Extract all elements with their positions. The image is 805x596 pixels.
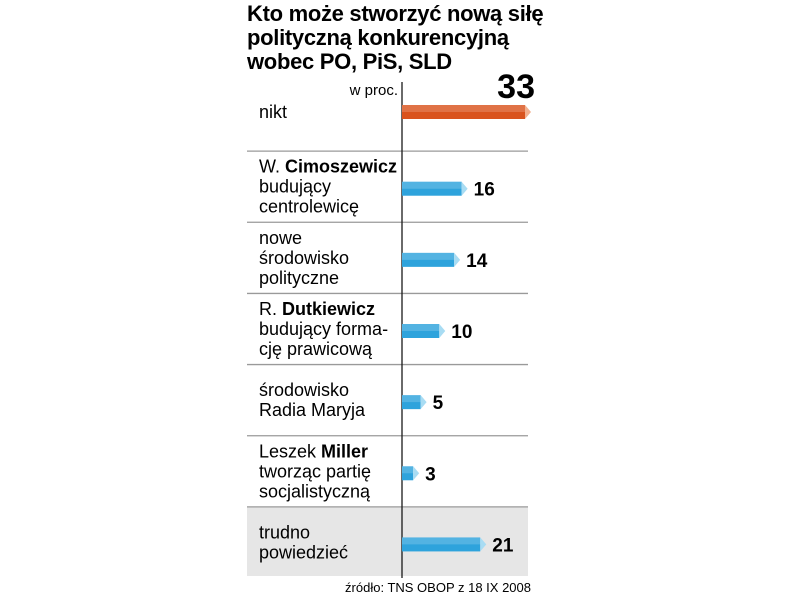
value-label-1: 16: [474, 180, 495, 201]
category-label-3-line-1: budujący forma-: [259, 319, 388, 339]
category-label-part: Leszek: [259, 441, 321, 461]
category-label-1-line-0: W. Cimoszewicz: [259, 157, 397, 177]
category-label-part: Miller: [321, 441, 368, 461]
category-label-1-line-2: centrolewicę: [259, 197, 359, 217]
category-label-part: Radia Maryja: [259, 400, 366, 420]
category-label-0-line-0: nikt: [259, 102, 287, 122]
bar-top-face-2: [402, 252, 461, 260]
category-label-part: budujący: [259, 177, 331, 197]
value-label-2: 14: [466, 251, 488, 272]
category-label-part: nowe: [259, 228, 302, 248]
bar-end-cap-5: [413, 466, 420, 481]
category-label-2-line-0: nowe: [259, 228, 302, 248]
bar-3: [402, 324, 440, 338]
value-label-6: 21: [492, 535, 514, 556]
chart-title-line-1: polityczną konkurencyjną: [247, 25, 510, 50]
category-label-2-line-1: środowisko: [259, 248, 349, 268]
bar-1: [402, 181, 462, 196]
category-label-part: nikt: [259, 102, 287, 122]
bar-end-cap-6: [480, 537, 487, 552]
category-label-part: centrolewicę: [259, 197, 359, 217]
category-label-part: polityczne: [259, 268, 339, 288]
category-label-part: środowisko: [259, 380, 349, 400]
category-label-4-line-1: Radia Maryja: [259, 400, 366, 420]
category-label-part: powiedzieć: [259, 542, 348, 562]
bar-top-face-6: [402, 537, 487, 545]
bar-top-face-4: [402, 395, 427, 403]
category-label-part: tworząc partię: [259, 461, 371, 481]
chart-title-line-2: wobec PO, PiS, SLD: [246, 49, 452, 74]
chart-title-line-0: Kto może stworzyć nową siłę: [247, 1, 543, 26]
value-label-5: 3: [425, 464, 436, 485]
value-label-0: 33: [497, 68, 535, 106]
bar-5: [402, 466, 414, 481]
category-label-part: R.: [259, 299, 282, 319]
bar-end-cap-0: [525, 105, 531, 119]
category-label-4-line-0: środowisko: [259, 380, 349, 400]
category-label-5-line-2: socjalistyczną: [259, 481, 371, 501]
category-label-part: Dutkiewicz: [282, 299, 375, 319]
category-label-part: Cimoszewicz: [285, 157, 397, 177]
category-label-3-line-0: R. Dutkiewicz: [259, 299, 375, 319]
bar-top-face-3: [402, 324, 446, 331]
bar-2: [402, 252, 455, 267]
unit-label: w proc.: [349, 82, 398, 99]
category-label-part: budujący forma-: [259, 319, 388, 339]
bar-end-cap-1: [461, 181, 468, 196]
category-label-5-line-1: tworząc partię: [259, 461, 371, 481]
category-label-2-line-2: polityczne: [259, 268, 339, 288]
bar-end-cap-2: [454, 252, 461, 267]
value-label-4: 5: [433, 393, 444, 414]
bar-end-cap-3: [439, 324, 446, 338]
bar-top-face-1: [402, 181, 468, 189]
bar-0: [402, 105, 525, 119]
bar-top-face-0: [402, 105, 531, 112]
category-label-part: W.: [259, 157, 285, 177]
source-note: źródło: TNS OBOP z 18 IX 2008: [345, 580, 531, 595]
category-label-part: cję prawicową: [259, 339, 373, 359]
category-label-part: trudno: [259, 522, 310, 542]
category-label-6-line-1: powiedzieć: [259, 542, 348, 562]
category-label-5-line-0: Leszek Miller: [259, 441, 368, 461]
category-label-3-line-2: cję prawicową: [259, 339, 373, 359]
category-label-part: socjalistyczną: [259, 481, 371, 501]
category-label-part: środowisko: [259, 248, 349, 268]
bar-6: [402, 537, 481, 552]
bar-end-cap-4: [420, 395, 427, 410]
bar-4: [402, 395, 421, 410]
value-label-3: 10: [451, 322, 472, 343]
category-label-6-line-0: trudno: [259, 522, 310, 542]
category-label-1-line-1: budujący: [259, 177, 331, 197]
